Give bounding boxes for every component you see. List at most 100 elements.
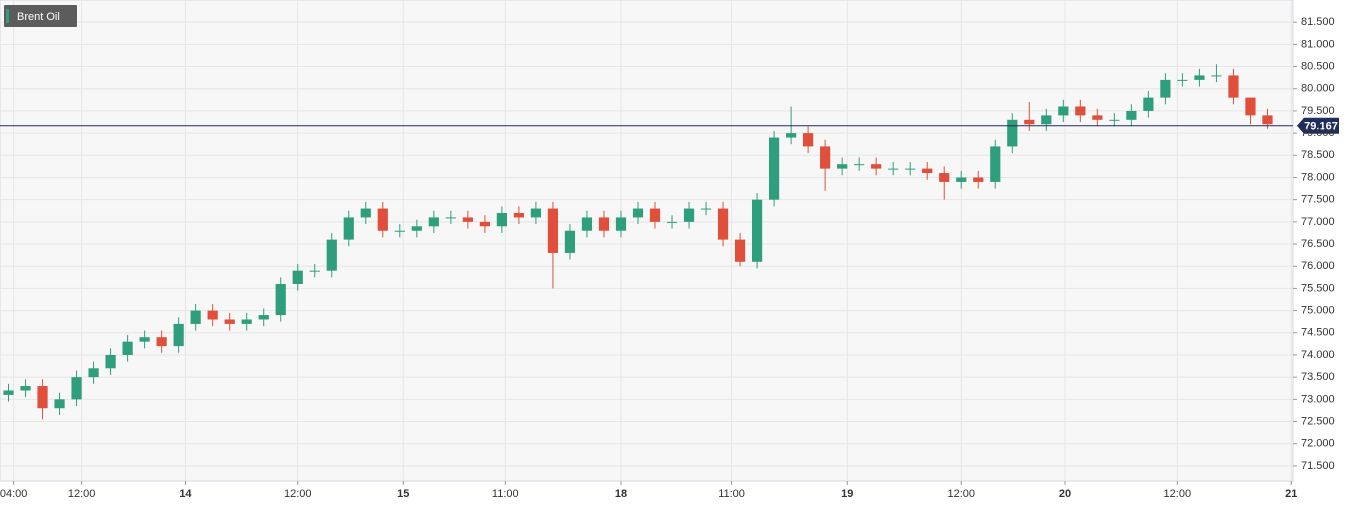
candle-body: [1262, 115, 1273, 125]
candle-body: [207, 310, 218, 320]
candle-body: [190, 310, 201, 324]
y-tick-label: 77.500: [1301, 194, 1335, 206]
y-tick-label: 73.000: [1301, 393, 1335, 405]
candle-body: [105, 354, 116, 369]
candle-body: [939, 173, 950, 182]
y-tick-label: 80.500: [1301, 60, 1335, 72]
candle-body: [717, 208, 729, 240]
candle-body: [990, 146, 1001, 182]
legend[interactable]: Brent Oil: [4, 5, 77, 27]
candle-body: [837, 164, 848, 169]
candle-body: [1160, 79, 1171, 98]
y-tick-label: 72.000: [1301, 438, 1335, 450]
candle-body: [224, 319, 235, 324]
x-tick-label: 15: [397, 488, 409, 500]
legend-box[interactable]: [4, 5, 77, 27]
candle-body: [1058, 106, 1069, 116]
candle-body: [888, 168, 899, 170]
y-tick-label: 78.000: [1301, 171, 1335, 183]
candle-body: [956, 177, 967, 182]
candle-body: [343, 217, 354, 240]
candle-body: [496, 212, 507, 227]
candle-body: [1211, 75, 1222, 77]
candle-body: [1228, 75, 1239, 98]
y-tick-label: 74.000: [1301, 349, 1335, 361]
x-tick-label: 12:00: [284, 488, 312, 500]
candle-body: [241, 319, 252, 324]
candle-body: [973, 177, 984, 182]
candle-body: [1024, 119, 1035, 125]
y-tick-label: 73.500: [1301, 371, 1335, 383]
candle-body: [751, 199, 763, 262]
x-tick-label: 12:00: [947, 488, 975, 500]
candle-body: [360, 208, 371, 218]
candle-body: [1109, 119, 1120, 121]
candle-body: [173, 323, 184, 347]
candle-body: [88, 368, 99, 378]
candles: [3, 64, 1273, 420]
y-tick-label: 75.000: [1301, 305, 1335, 317]
x-tick-label: 18: [615, 488, 627, 500]
candle-body: [122, 341, 133, 355]
y-tick-label: 74.500: [1301, 327, 1335, 339]
x-tick-label: 12:00: [68, 488, 96, 500]
y-tick-label: 80.000: [1301, 83, 1335, 95]
y-tick-label: 76.500: [1301, 238, 1335, 250]
candle-body: [768, 137, 780, 200]
y-tick-label: 81.000: [1301, 38, 1335, 50]
candle-body: [786, 133, 797, 138]
candle-body: [871, 164, 882, 169]
y-tick-label: 71.500: [1301, 460, 1335, 472]
y-tick-label: 77.000: [1301, 216, 1335, 228]
candle-body: [1007, 119, 1018, 147]
grid: [0, 0, 1297, 485]
candle-body: [666, 221, 678, 223]
candle-body: [37, 386, 48, 409]
candle-body: [3, 390, 14, 395]
candle-body: [139, 337, 150, 342]
candle-body: [54, 399, 65, 409]
x-tick-label: 20: [1059, 488, 1071, 500]
x-tick-label: 11:00: [718, 488, 745, 500]
candle-body: [564, 230, 576, 253]
candle-body: [309, 270, 320, 272]
candle-body: [1041, 115, 1052, 125]
candle-body: [479, 221, 490, 227]
x-tick-label: 04:00: [0, 488, 27, 500]
candle-body: [1177, 79, 1188, 81]
candle-body: [428, 217, 439, 227]
candle-body: [411, 226, 422, 231]
candle-body: [1126, 110, 1137, 120]
legend-label[interactable]: Brent Oil: [17, 11, 60, 23]
candle-body: [803, 133, 814, 147]
candle-body: [530, 208, 542, 218]
candle-body: [581, 217, 593, 231]
candle-body: [1075, 106, 1086, 116]
candle-body: [292, 270, 303, 284]
y-tick-label: 79.000: [1301, 127, 1335, 139]
candle-body: [922, 168, 933, 174]
y-tick-label: 81.500: [1301, 16, 1335, 28]
candle-body: [632, 208, 644, 218]
overlay: 79.167: [0, 117, 1339, 134]
candle-body: [700, 208, 712, 210]
candle-body: [734, 239, 746, 262]
candle-body: [598, 217, 610, 231]
legend-swatch: [6, 9, 9, 23]
plot-area: [0, 0, 1294, 482]
candle-body: [905, 168, 916, 170]
candle-body: [275, 283, 286, 316]
y-tick-label: 79.500: [1301, 105, 1335, 117]
candle-body: [156, 337, 167, 347]
x-tick-label: 14: [179, 488, 192, 500]
candle-body: [649, 208, 661, 222]
candle-body: [513, 212, 525, 218]
x-tick-label: 21: [1285, 488, 1297, 500]
candle-body: [615, 217, 627, 231]
candle-body: [1143, 97, 1154, 111]
last-price-label: 79.167: [1304, 121, 1338, 133]
y-tick-label: 76.000: [1301, 260, 1335, 272]
candle-body: [258, 315, 269, 320]
candle-body: [547, 208, 559, 253]
